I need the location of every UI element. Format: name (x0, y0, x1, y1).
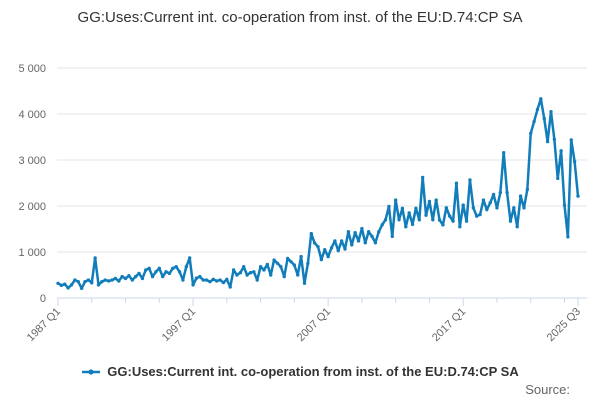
y-axis-labels: 0 1 000 2 000 3 000 4 000 5 000 (18, 63, 46, 305)
svg-text:2017 Q1: 2017 Q1 (430, 306, 468, 344)
svg-text:4 000: 4 000 (18, 109, 46, 121)
svg-text:2025 Q3: 2025 Q3 (545, 306, 583, 344)
svg-text:0: 0 (40, 293, 46, 305)
x-axis (57, 297, 587, 306)
svg-text:3 000: 3 000 (18, 155, 46, 167)
source-label: Source: (525, 382, 570, 397)
svg-text:1997 Q1: 1997 Q1 (160, 306, 198, 344)
x-axis-labels: 1987 Q1 1997 Q1 2007 Q1 2017 Q1 2025 Q3 (25, 306, 583, 344)
svg-text:5 000: 5 000 (18, 63, 46, 75)
svg-text:2007 Q1: 2007 Q1 (295, 306, 333, 344)
series-line[interactable] (56, 97, 580, 291)
legend-line-marker-icon (82, 368, 101, 375)
svg-text:1 000: 1 000 (18, 247, 46, 259)
legend: GG:Uses:Current int. co-operation from i… (0, 364, 600, 379)
chart-title: GG:Uses:Current int. co-operation from i… (77, 9, 523, 26)
legend-series-label[interactable]: GG:Uses:Current int. co-operation from i… (107, 364, 519, 379)
svg-text:1987 Q1: 1987 Q1 (25, 306, 63, 344)
gridlines (57, 67, 587, 253)
svg-text:2 000: 2 000 (18, 201, 46, 213)
